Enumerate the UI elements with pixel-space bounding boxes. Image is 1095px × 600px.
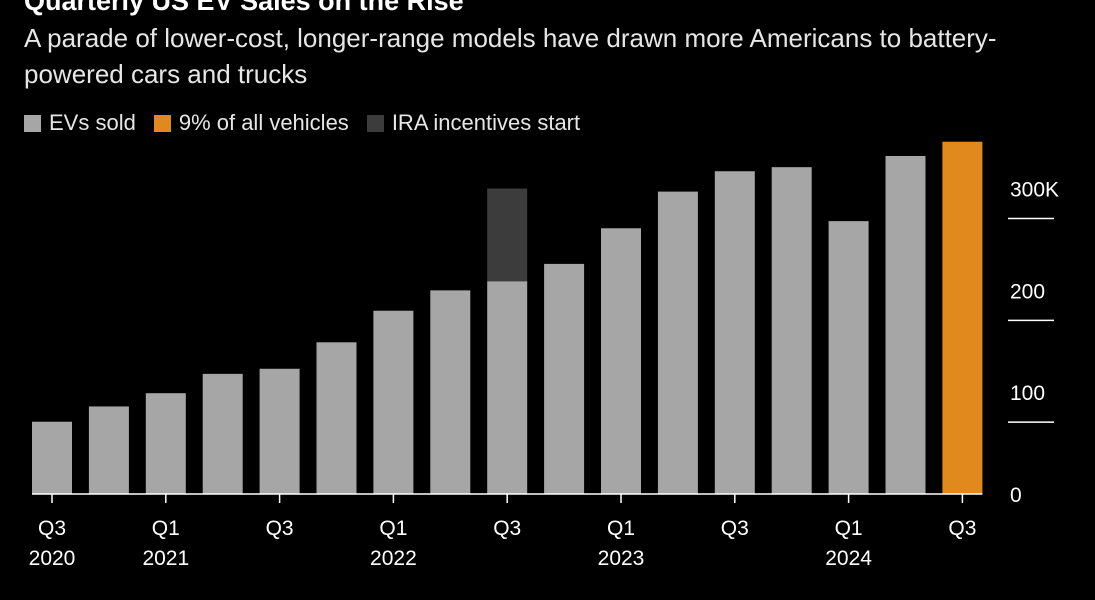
bar xyxy=(202,373,243,494)
legend-label-share: 9% of all vehicles xyxy=(178,110,349,135)
legend-item-evs-sold: EVs sold xyxy=(24,110,136,136)
legend-label-evs-sold: EVs sold xyxy=(49,110,136,135)
chart-subtitle: A parade of lower-cost, longer-range mod… xyxy=(24,23,997,89)
x-tick-label-quarter: Q1 xyxy=(607,517,635,540)
x-tick-label-quarter: Q1 xyxy=(379,517,407,540)
bar xyxy=(145,393,186,494)
x-tick-label-year: 2023 xyxy=(598,547,645,570)
legend-label-ira: IRA incentives start xyxy=(391,110,581,135)
x-tick-label-year: 2024 xyxy=(825,547,872,570)
chart-title: Quarterly US EV Sales on the Rise xyxy=(24,0,464,16)
y-tick-label: 200 xyxy=(1010,280,1045,303)
y-tick-label: 0 xyxy=(1010,484,1022,507)
x-tick-label-year: 2021 xyxy=(142,547,189,570)
bar-ira-segment xyxy=(487,188,528,282)
bar xyxy=(430,290,471,494)
bar xyxy=(32,421,72,494)
bar xyxy=(601,228,641,494)
bar-highlight xyxy=(942,141,983,494)
legend-swatch-ira xyxy=(366,114,384,132)
bar xyxy=(544,263,585,494)
legend-swatch-share xyxy=(153,114,171,132)
bar xyxy=(373,310,414,494)
x-tick-label-quarter: Q3 xyxy=(38,517,66,540)
legend-item-ira: IRA incentives start xyxy=(366,110,581,136)
legend-swatch-evs-sold xyxy=(24,114,41,132)
legend-item-share: 9% of all vehicles xyxy=(153,110,349,136)
bar xyxy=(657,191,698,494)
x-tick-label-quarter: Q3 xyxy=(266,517,294,540)
bar xyxy=(771,167,812,494)
x-tick-label-quarter: Q3 xyxy=(948,517,976,540)
x-tick-label-quarter: Q3 xyxy=(493,517,521,540)
x-tick-label-year: 2022 xyxy=(370,547,417,570)
bar xyxy=(487,281,528,494)
bar xyxy=(885,155,926,495)
x-tick-label-year: 2020 xyxy=(29,547,76,570)
y-tick-label: 100 xyxy=(1010,382,1045,405)
y-tick-label: 300K xyxy=(1010,179,1059,202)
x-tick-label-quarter: Q3 xyxy=(721,517,749,540)
bar xyxy=(714,171,755,494)
x-tick-label-quarter: Q1 xyxy=(835,517,863,540)
bar xyxy=(316,342,357,494)
bar xyxy=(259,368,300,494)
bar xyxy=(828,221,869,495)
x-tick-label-quarter: Q1 xyxy=(152,517,180,540)
bar xyxy=(88,406,129,494)
legend: EVs sold 9% of all vehicles IRA incentiv… xyxy=(24,110,598,136)
